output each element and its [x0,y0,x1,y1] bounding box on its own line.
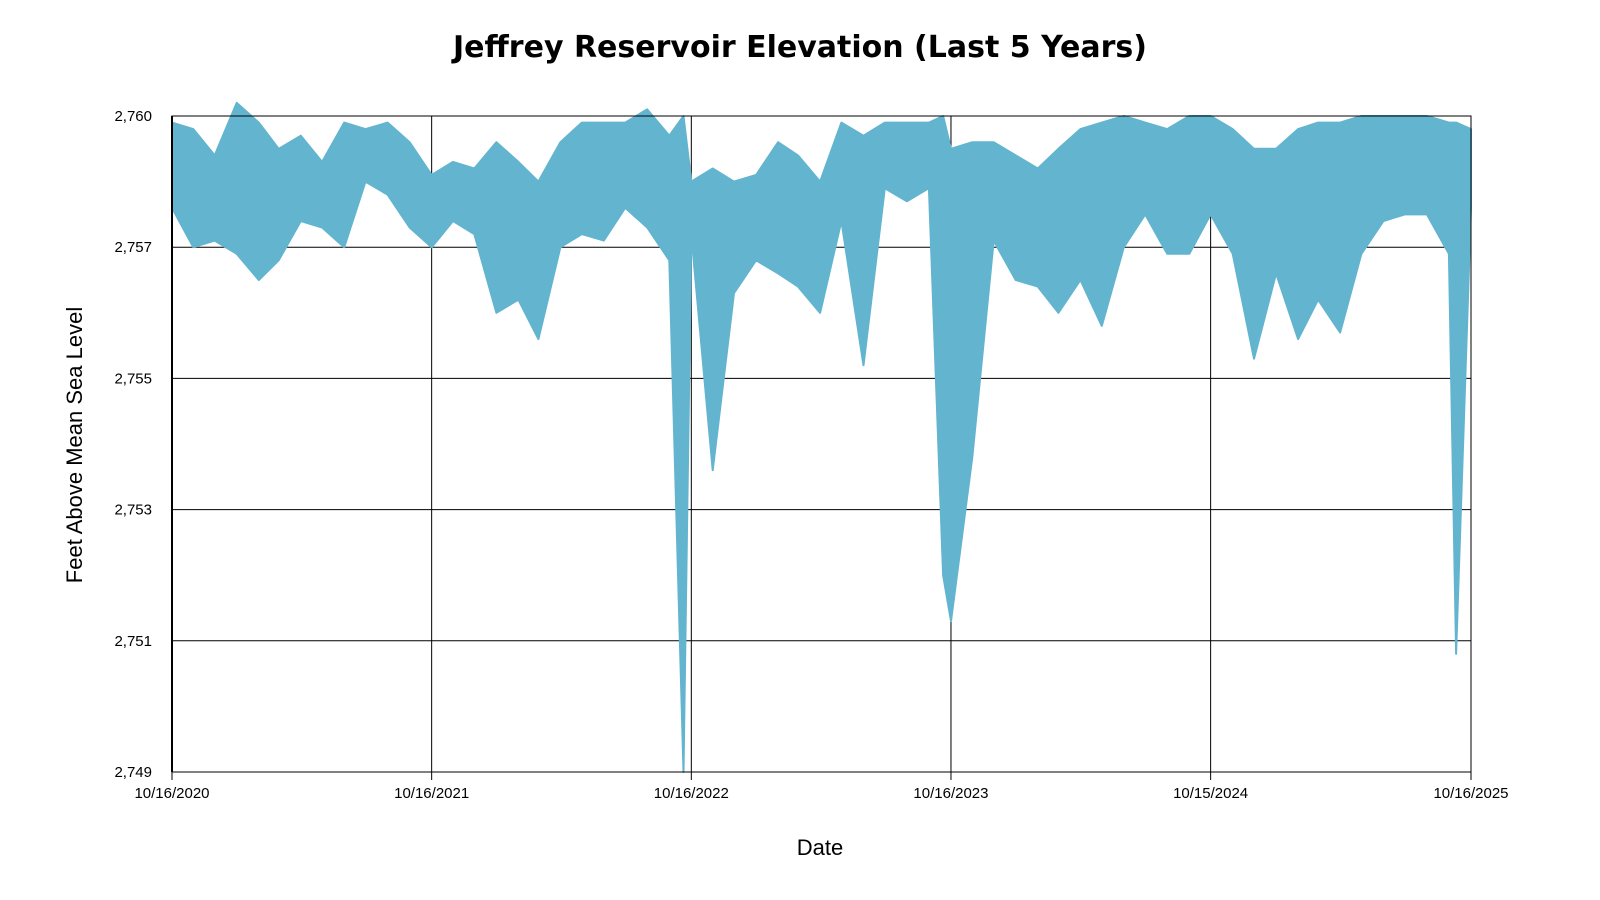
x-tick-label: 10/15/2024 [1173,785,1248,802]
elevation-series-area [171,101,1472,773]
y-tick-label: 2,757 [114,239,152,256]
x-tick-label: 10/16/2021 [394,785,469,802]
chart-title: Jeffrey Reservoir Elevation (Last 5 Year… [453,30,1147,65]
x-axis-title: Date [797,835,843,860]
x-tick-label: 10/16/2022 [654,785,729,802]
tick-labels: 2,749 2,751 2,753 2,755 2,757 2,760 10/16/2020… [114,108,1508,802]
y-axis-title: Feet Above Mean Sea Level [62,307,87,583]
x-tick-label: 10/16/2023 [913,785,988,802]
y-tick-label: 2,760 [114,108,152,125]
axes [171,115,1472,780]
y-tick-label: 2,755 [114,370,152,387]
y-tick-label: 2,751 [114,633,152,650]
series-layer [171,101,1472,773]
y-tick-label: 2,749 [114,764,152,781]
x-tick-label: 10/16/2020 [134,785,209,802]
y-tick-label: 2,753 [114,502,152,519]
x-tick-label: 10/16/2025 [1433,785,1508,802]
